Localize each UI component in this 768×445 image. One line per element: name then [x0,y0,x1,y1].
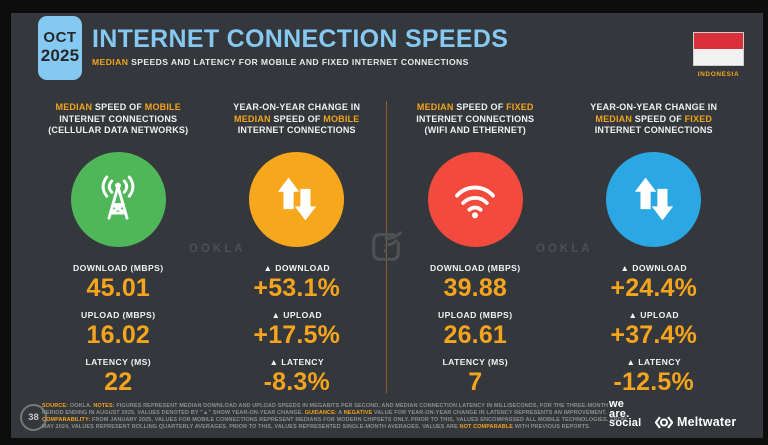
meltwater-logo: Meltwater [655,415,736,429]
stat-value: 16.02 [86,320,151,349]
column-fixed-speed: MEDIAN SPEED OF FIXED INTERNET CONNECTIO… [386,102,565,405]
stats-block: DOWNLOAD (MBPS) 45.01 UPLOAD (MBPS) 16.0… [29,263,208,396]
stat-value: 7 [468,367,483,396]
stat-latency: LATENCY (MS) 22 [29,357,208,396]
slide-background: OCT 2025 INTERNET CONNECTION SPEEDS MEDI… [11,13,763,438]
flag-red-stripe [694,33,743,49]
cell-tower-icon [101,175,135,220]
country-flag-block: INDONESIA [693,32,744,78]
stat-download-change: ▲ DOWNLOAD +24.4% [565,263,744,302]
date-year: 2025 [40,46,80,65]
column-header: MEDIAN SPEED OF FIXED INTERNET CONNECTIO… [416,102,535,135]
stat-value: 39.88 [443,273,508,302]
stat-value: +17.5% [253,320,341,349]
fixed-speed-circle [427,151,523,247]
stats-block: ▲ DOWNLOAD +24.4% ▲ UPLOAD +37.4% ▲ LATE… [565,263,744,396]
up-down-arrows-icon [634,177,673,221]
column-mobile-yoy: YEAR-ON-YEAR CHANGE IN MEDIAN SPEED OF M… [208,102,387,405]
stat-download: DOWNLOAD (MBPS) 39.88 [386,263,565,302]
section-divider [386,101,387,393]
stat-value: +53.1% [253,273,341,302]
stat-download-change: ▲ DOWNLOAD +53.1% [208,263,387,302]
fixed-yoy-circle [606,151,702,247]
up-down-arrows-icon [277,177,316,221]
stat-upload-change: ▲ UPLOAD +17.5% [208,310,387,349]
stat-value: +37.4% [610,320,698,349]
meltwater-label: Meltwater [677,415,737,429]
stat-value: +24.4% [610,273,698,302]
stat-value: -12.5% [613,367,694,396]
subtitle-highlight: MEDIAN [92,57,129,67]
subtitle-rest: SPEEDS AND LATENCY FOR MOBILE AND FIXED … [128,57,469,67]
stat-latency: LATENCY (MS) 7 [386,357,565,396]
column-header: YEAR-ON-YEAR CHANGE IN MEDIAN SPEED OF F… [590,102,718,135]
column-header: YEAR-ON-YEAR CHANGE IN MEDIAN SPEED OF M… [233,102,361,135]
ookla-watermark: OOKLA [189,243,246,255]
stat-upload-change: ▲ UPLOAD +37.4% [565,310,744,349]
column-mobile-speed: MEDIAN SPEED OF MOBILE INTERNET CONNECTI… [29,102,208,405]
date-month: OCT [43,29,77,46]
ookla-watermark: OOKLA [536,243,593,255]
date-badge: OCT 2025 [38,16,82,80]
wifi-icon [455,185,496,219]
stat-value: 26.61 [443,320,508,349]
footnote-line: SOURCE: OOKLA. NOTES: FIGURES REPRESENT … [42,403,609,409]
country-label: INDONESIA [697,71,740,78]
stat-upload: UPLOAD (MBPS) 26.61 [386,310,565,349]
footnote-line: COMPARABILITY: FROM JANUARY 2025, VALUES… [42,416,627,423]
stats-block: DOWNLOAD (MBPS) 39.88 UPLOAD (MBPS) 26.6… [386,263,565,396]
speedtest-logo-icon [367,228,405,266]
footnote-line: PERIOD ENDING IN AUGUST 2025. VALUES DEN… [42,409,607,416]
stat-value: 45.01 [86,273,151,302]
stat-upload: UPLOAD (MBPS) 16.02 [29,310,208,349]
indonesia-flag [693,32,744,66]
page-number: 38 [20,404,47,431]
page-title: INTERNET CONNECTION SPEEDS [92,25,509,53]
stat-latency-change: ▲ LATENCY -8.3% [208,357,387,396]
stat-download: DOWNLOAD (MBPS) 45.01 [29,263,208,302]
footnote-line: MAY 2024, VALUES REPRESENT ROLLING QUART… [42,423,591,430]
stat-latency-change: ▲ LATENCY -12.5% [565,357,744,396]
page-subtitle: MEDIAN SPEEDS AND LATENCY FOR MOBILE AND… [92,57,508,67]
mobile-yoy-circle [249,151,345,247]
we-are-social-logo: we are. social [609,398,642,429]
mobile-speed-circle [70,151,166,247]
flag-white-stripe [694,49,743,65]
metric-columns: MEDIAN SPEED OF MOBILE INTERNET CONNECTI… [29,102,743,405]
stat-value: -8.3% [263,367,330,396]
stats-block: ▲ DOWNLOAD +53.1% ▲ UPLOAD +17.5% ▲ LATE… [208,263,387,396]
header: INTERNET CONNECTION SPEEDS MEDIAN SPEEDS… [92,25,508,67]
column-header: MEDIAN SPEED OF MOBILE INTERNET CONNECTI… [48,102,189,135]
column-fixed-yoy: YEAR-ON-YEAR CHANGE IN MEDIAN SPEED OF F… [565,102,744,405]
stat-value: 22 [104,367,133,396]
meltwater-icon [655,415,673,429]
footnotes: SOURCE: OOKLA. NOTES: FIGURES REPRESENT … [42,403,627,431]
